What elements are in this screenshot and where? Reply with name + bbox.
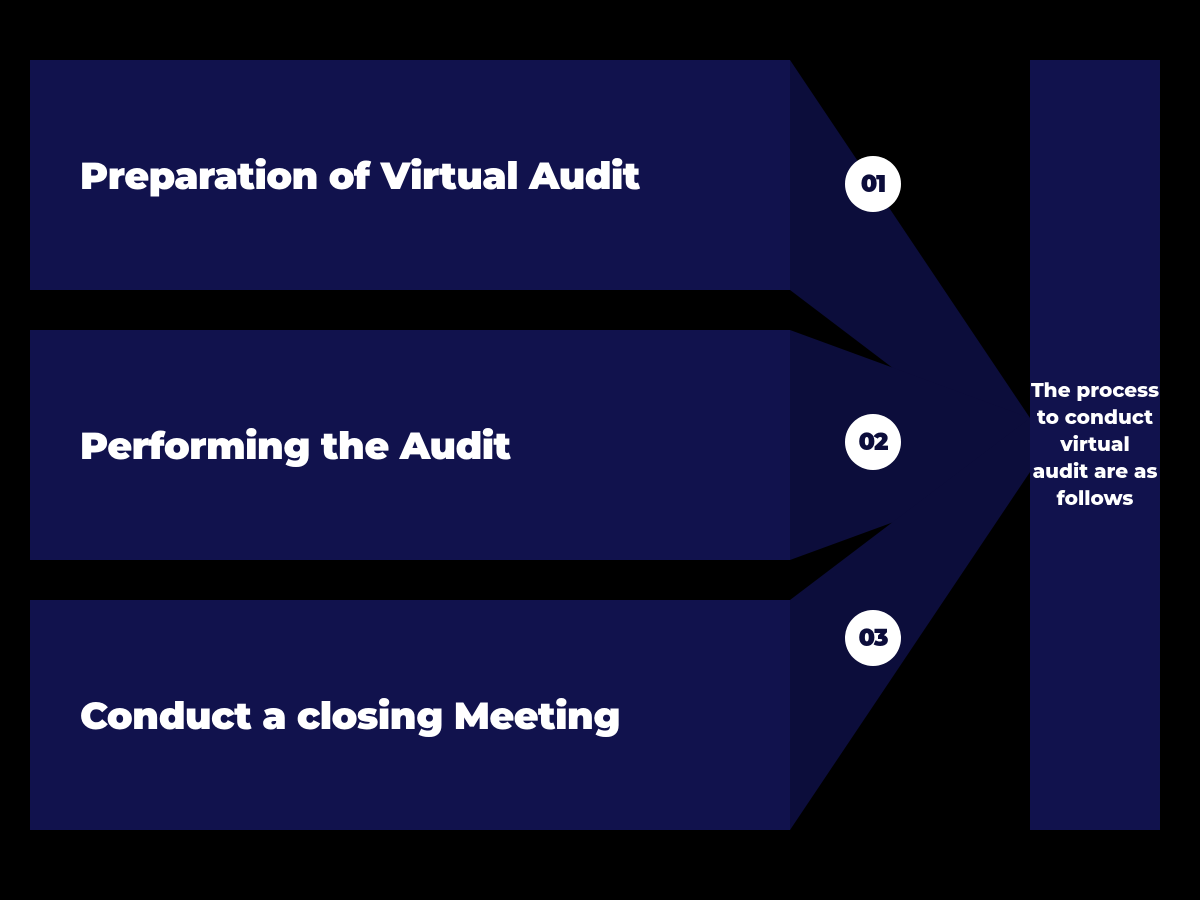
step-number-1: 01 [861, 170, 885, 199]
right-panel: The process to conduct virtual audit are… [1030, 60, 1160, 830]
step-number-3: 03 [858, 624, 887, 653]
infographic-canvas: Preparation of Virtual Audit 01 Performi… [0, 0, 1200, 900]
step-badge-1: 01 [845, 156, 901, 212]
step-title-2: Performing the Audit [80, 422, 511, 469]
step-badge-2: 02 [845, 414, 901, 470]
step-box-1: Preparation of Virtual Audit [30, 60, 790, 290]
step-box-2: Performing the Audit [30, 330, 790, 560]
right-panel-label: The process to conduct virtual audit are… [1030, 378, 1160, 513]
step-badge-3: 03 [845, 610, 901, 666]
step-title-1: Preparation of Virtual Audit [80, 152, 640, 199]
step-number-2: 02 [859, 428, 888, 457]
step-box-3: Conduct a closing Meeting [30, 600, 790, 830]
step-title-3: Conduct a closing Meeting [80, 692, 620, 739]
